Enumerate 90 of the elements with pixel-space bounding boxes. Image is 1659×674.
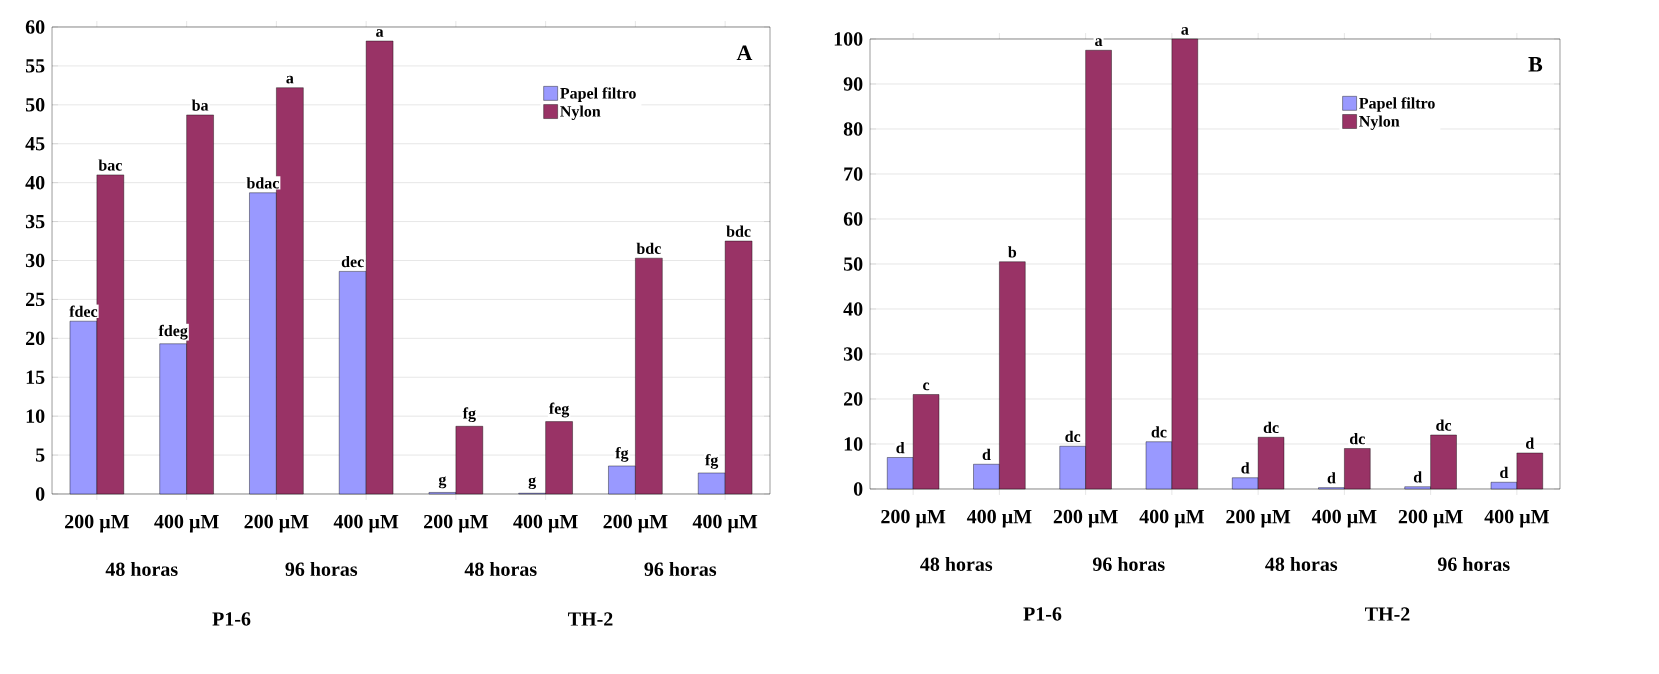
x-tick-label: 200 µM	[424, 514, 488, 533]
x-tick-label: 400 µM	[1139, 509, 1204, 528]
y-tick-label: 0	[853, 482, 863, 496]
y-tick-label: 0	[35, 487, 45, 501]
x-tick-label: 400 µM	[1311, 509, 1377, 528]
data-label: fg	[705, 453, 719, 469]
y-tick-label: 100	[834, 32, 863, 46]
text: 48 horas	[920, 556, 993, 572]
x-tick-label: 400 µM	[154, 514, 219, 533]
legend-label: Papel filtro	[560, 87, 636, 102]
data-label: bdac	[246, 177, 279, 189]
y-tick-label: 35	[25, 214, 45, 229]
x-tick-label: 200 µM	[1053, 509, 1118, 528]
x-tick-label: 200 µM	[65, 514, 129, 533]
data-label: fg	[615, 446, 629, 462]
text: P1-6	[212, 612, 251, 626]
data-label: a	[1095, 38, 1103, 47]
legend-label: Papel filtro	[1359, 97, 1435, 112]
x-tick-label: 200 µM	[1226, 509, 1291, 528]
x-tick-label: 200 µM	[1398, 509, 1463, 528]
x-tick-label: 400 µM	[1484, 509, 1549, 528]
data-label: d	[1526, 437, 1535, 449]
data-label: d	[1327, 472, 1336, 484]
text: B	[1528, 57, 1543, 72]
x-tick-label: 400 µM	[333, 514, 399, 533]
y-tick-label: 25	[26, 292, 45, 307]
data-label: b	[1008, 246, 1017, 258]
text: 96 horas	[285, 561, 358, 577]
text: 48 horas	[105, 561, 178, 577]
data-label: g	[528, 477, 537, 490]
text: 48 horas	[464, 561, 537, 577]
data-label: feg	[548, 402, 570, 418]
data-label: fdec	[69, 305, 98, 317]
y-tick-label: 60	[843, 212, 863, 226]
data-label: ba	[191, 99, 209, 111]
y-tick-label: 45	[25, 137, 45, 151]
y-tick-label: 5	[35, 448, 45, 462]
data-label: dec	[341, 255, 364, 268]
y-tick-label: 90	[843, 77, 863, 91]
text: 96 horas	[1437, 556, 1510, 572]
text: TH-2	[568, 612, 613, 626]
data-label: g	[438, 476, 447, 489]
y-tick-label: 50	[843, 257, 863, 271]
y-tick-label: 55	[25, 59, 45, 73]
data-label: bdc	[636, 242, 661, 254]
y-tick-label: 10	[26, 409, 45, 423]
data-label: fdeg	[158, 324, 188, 340]
data-label: c	[923, 382, 930, 391]
x-tick-label: 200 µM	[881, 509, 946, 528]
data-label: dc	[1151, 426, 1167, 438]
data-label: dc	[1349, 433, 1365, 445]
legend-label: Nylon	[1359, 115, 1400, 131]
y-tick-label: 40	[843, 302, 863, 316]
data-label: d	[982, 448, 991, 461]
x-tick-label: 200 µM	[244, 514, 309, 533]
x-tick-label: 400 µM	[966, 509, 1032, 528]
text: TH-2	[1365, 607, 1410, 621]
x-tick-label: 400 µM	[513, 514, 578, 533]
y-tick-label: 15	[26, 370, 45, 384]
y-tick-label: 50	[25, 98, 45, 112]
data-label: d	[1241, 462, 1250, 474]
y-tick-label: 70	[844, 167, 863, 181]
data-label: a	[1181, 27, 1189, 35]
text: 96 horas	[1092, 556, 1165, 572]
text: 96 horas	[644, 561, 717, 577]
data-label: bdc	[726, 225, 751, 237]
data-label: fg	[462, 407, 476, 423]
data-label: d	[1413, 471, 1422, 483]
data-label: dc	[1065, 430, 1081, 443]
x-tick-label: 200 µM	[603, 514, 668, 533]
y-tick-label: 30	[843, 347, 863, 361]
text: A	[736, 45, 753, 61]
data-label: bac	[98, 159, 122, 171]
data-label: a	[376, 29, 384, 37]
y-tick-label: 60	[25, 20, 45, 34]
y-tick-label: 10	[844, 437, 863, 451]
y-tick-label: 30	[25, 253, 45, 268]
y-tick-label: 40	[25, 175, 45, 190]
x-tick-label: 400 µM	[692, 514, 758, 533]
text: 48 horas	[1265, 556, 1338, 572]
y-tick-label: 80	[843, 122, 863, 136]
data-label: dc	[1263, 421, 1279, 434]
legend-label: Nylon	[560, 105, 601, 121]
y-tick-label: 20	[843, 392, 863, 406]
data-label: d	[1500, 466, 1509, 479]
text: P1-6	[1023, 607, 1062, 621]
y-tick-label: 20	[26, 331, 45, 346]
data-label: a	[286, 75, 294, 84]
data-label: dc	[1436, 419, 1452, 431]
data-label: d	[896, 442, 905, 454]
